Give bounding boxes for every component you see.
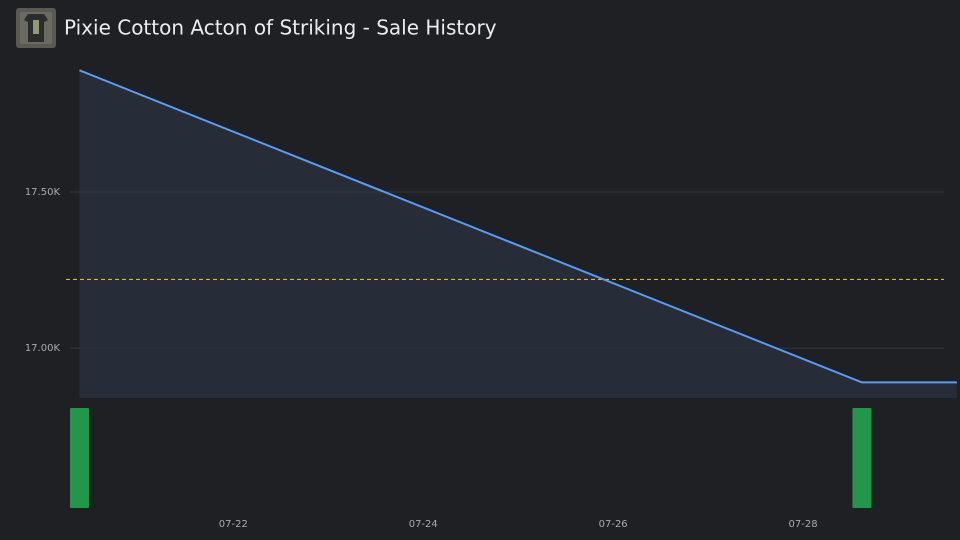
item-icon xyxy=(16,8,56,48)
x-tick-label: 07-26 xyxy=(599,519,628,530)
x-tick-label: 07-28 xyxy=(789,519,818,530)
y-tick-label: 17.00K xyxy=(25,343,61,354)
x-tick-label: 07-22 xyxy=(219,519,248,530)
chart-title: Pixie Cotton Acton of Striking - Sale Hi… xyxy=(64,16,497,40)
x-tick-label: 07-24 xyxy=(409,519,438,530)
volume-bar xyxy=(69,408,89,508)
y-tick-label: 17.50K xyxy=(25,187,61,198)
area xyxy=(79,70,957,398)
volume-bar xyxy=(852,408,872,508)
price-line xyxy=(79,69,957,384)
